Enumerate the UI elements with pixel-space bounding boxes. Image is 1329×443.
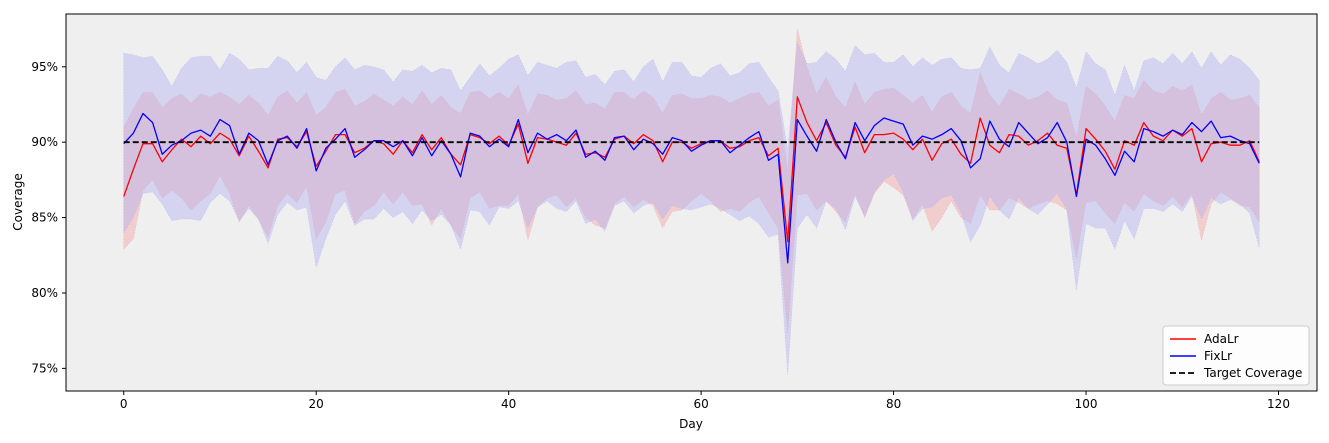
band-fixlr <box>123 41 1260 375</box>
x-tick-label: 120 <box>1267 397 1290 411</box>
x-tick-label: 0 <box>120 397 128 411</box>
x-tick-label: 60 <box>693 397 708 411</box>
plot-frame <box>65 13 1318 392</box>
legend-label-target: Target Coverage <box>1203 366 1302 380</box>
x-axis-label: Day <box>679 417 703 431</box>
line-fixlr <box>123 112 1260 264</box>
legend-box <box>1162 325 1310 386</box>
y-tick-label: 95% <box>31 60 58 74</box>
y-tick-label: 75% <box>31 361 58 375</box>
y-axis-ticks: 75% 80% 85% 90% 95% <box>31 60 66 375</box>
x-tick-label: 80 <box>886 397 901 411</box>
confidence-bands <box>123 29 1260 375</box>
legend-label-fixlr: FixLr <box>1204 349 1232 363</box>
plot-background <box>66 14 1317 391</box>
y-tick-label: 85% <box>31 211 58 225</box>
y-axis-label: Coverage <box>11 173 25 231</box>
band-adalr <box>123 29 1260 334</box>
x-tick-label: 40 <box>501 397 516 411</box>
x-tick-label: 20 <box>309 397 324 411</box>
y-tick-label: 80% <box>31 286 58 300</box>
y-tick-label: 90% <box>31 135 58 149</box>
x-axis-ticks: 0 20 40 60 80 100 120 <box>120 391 1290 411</box>
legend-label-adalr: AdaLr <box>1204 332 1239 346</box>
series-lines <box>123 96 1260 264</box>
x-tick-label: 100 <box>1075 397 1098 411</box>
legend: AdaLr FixLr Target Coverage <box>1162 325 1310 386</box>
